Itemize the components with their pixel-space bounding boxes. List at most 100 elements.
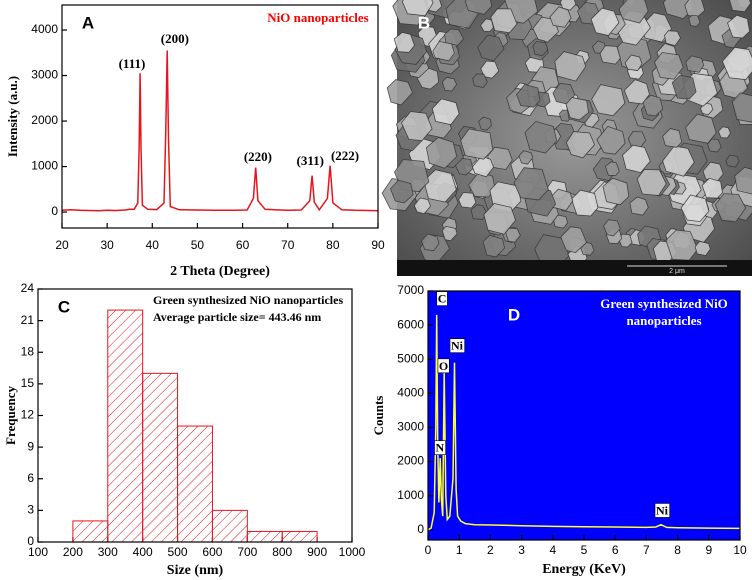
particle xyxy=(729,0,752,13)
particle xyxy=(721,46,752,81)
x-axis-label: Energy (KeV) xyxy=(542,562,626,577)
particle xyxy=(532,41,549,57)
y-tick-label: 2000 xyxy=(397,454,424,468)
x-tick-label: 2 xyxy=(487,543,494,557)
particle xyxy=(654,52,684,80)
x-tick-label: 900 xyxy=(307,545,327,559)
particle xyxy=(618,0,649,24)
particle xyxy=(518,150,534,165)
panel-title: Green synthesized NiO xyxy=(600,296,728,311)
particle xyxy=(707,138,722,153)
particle xyxy=(565,131,596,159)
particle xyxy=(591,84,626,117)
particle xyxy=(487,146,513,170)
particle xyxy=(671,74,697,100)
particle xyxy=(472,73,488,88)
y-tick-label: 2000 xyxy=(31,113,58,127)
particle xyxy=(460,128,494,160)
particle xyxy=(685,113,717,144)
y-tick-label: 3 xyxy=(27,503,34,517)
x-tick-label: 5 xyxy=(581,543,588,557)
x-tick-label: 300 xyxy=(98,545,118,559)
spectrum-line xyxy=(427,314,741,531)
x-tick-label: 500 xyxy=(168,545,188,559)
particle xyxy=(623,79,650,105)
particle xyxy=(401,0,434,17)
particle xyxy=(393,31,415,53)
particle xyxy=(468,171,496,198)
particle xyxy=(604,161,620,176)
particle xyxy=(596,125,626,155)
peak-label-text: O xyxy=(439,359,448,373)
x-tick-label: 70 xyxy=(281,238,295,252)
x-tick-label: 3 xyxy=(518,543,525,557)
x-tick-label: 800 xyxy=(272,545,292,559)
y-axis-label: Intensity (a.u.) xyxy=(5,76,20,157)
info-bar xyxy=(397,260,752,276)
peak-annotation: (200) xyxy=(161,31,189,46)
spectrum-line xyxy=(61,50,379,212)
peak-annotation: (222) xyxy=(331,148,359,163)
peak-label: C xyxy=(436,291,448,306)
legend-text: Green synthesized NiO nanoparticles xyxy=(153,293,343,307)
peak-label-text: N xyxy=(436,441,445,455)
particle xyxy=(717,126,731,139)
particle xyxy=(662,145,695,177)
particle xyxy=(441,225,458,242)
peak-annotation: (311) xyxy=(297,153,324,168)
particle xyxy=(714,193,747,223)
particle xyxy=(524,120,558,154)
histogram-bar xyxy=(246,530,283,543)
particle xyxy=(559,0,577,11)
particle xyxy=(629,196,649,216)
particle xyxy=(725,154,740,168)
particle xyxy=(701,177,723,199)
legend-text: Average particle size= 443.46 nm xyxy=(153,310,321,324)
particle xyxy=(386,79,413,106)
particle xyxy=(685,55,705,73)
histogram-bar xyxy=(142,372,179,543)
x-tick-label: 40 xyxy=(146,238,160,252)
peak-label-text: Ni xyxy=(451,339,464,353)
particle xyxy=(471,155,495,178)
particle xyxy=(516,83,541,108)
particle xyxy=(694,240,711,256)
x-tick-label: 9 xyxy=(705,543,712,557)
x-tick-label: 80 xyxy=(326,238,340,252)
particle xyxy=(464,0,493,15)
particle xyxy=(680,194,710,223)
peak-label-box xyxy=(449,338,465,353)
x-tick-label: 30 xyxy=(100,238,114,252)
plot-frame xyxy=(427,290,741,541)
y-tick-label: 4000 xyxy=(31,22,58,36)
x-tick-label: 20 xyxy=(55,238,69,252)
particle xyxy=(554,51,587,82)
histogram-bar xyxy=(177,425,213,543)
panel-title: NiO nanoparticles xyxy=(267,10,368,25)
particle xyxy=(560,226,588,254)
x-axis-label: Size (nm) xyxy=(167,563,224,578)
peak-label: Ni xyxy=(654,503,670,518)
histogram-bar xyxy=(107,309,144,543)
x-tick-label: 90 xyxy=(371,238,385,252)
y-tick-label: 7000 xyxy=(397,283,424,297)
y-tick-label: 1000 xyxy=(397,488,424,502)
particle xyxy=(390,179,414,204)
particle xyxy=(482,234,506,258)
x-axis-label: 2 Theta (Degree) xyxy=(170,264,270,279)
peak-annotation: (220) xyxy=(244,149,272,164)
x-tick-label: 1 xyxy=(456,543,463,557)
y-tick-label: 6000 xyxy=(397,317,424,331)
y-tick-label: 21 xyxy=(21,313,35,327)
x-tick-label: 4 xyxy=(549,543,556,557)
particle xyxy=(565,97,590,121)
peak-annotation: (111) xyxy=(119,56,146,71)
x-tick-label: 60 xyxy=(236,238,250,252)
peak-label: Ni xyxy=(449,338,465,353)
y-tick-label: 24 xyxy=(21,281,35,295)
particle xyxy=(505,227,521,243)
particle xyxy=(477,34,505,62)
particle xyxy=(602,177,630,206)
